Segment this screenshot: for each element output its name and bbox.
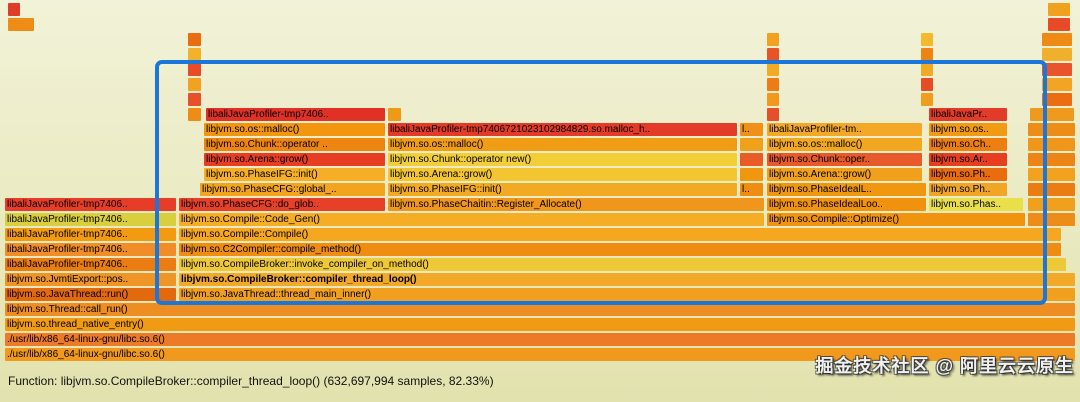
flame-frame[interactable] <box>767 48 779 61</box>
flame-frame[interactable]: libjvm.so.os::malloc() <box>767 138 922 151</box>
flame-frame[interactable]: libaliJavaProfiler-tmp7406.. <box>5 198 176 211</box>
flame-frame[interactable] <box>188 93 201 106</box>
flame-frame[interactable]: libjvm.so.Compile::Optimize() <box>767 213 1025 226</box>
flame-frame[interactable] <box>1028 198 1075 211</box>
flame-frame[interactable]: libaliJavaProfiler-tm.. <box>767 123 922 136</box>
flame-frame[interactable]: libjvm.so.os.. <box>929 123 1007 136</box>
flame-frame[interactable]: libjvm.so.Ph.. <box>929 168 1007 181</box>
flame-frame[interactable] <box>921 93 933 106</box>
flame-frame[interactable] <box>767 33 779 46</box>
flame-frame[interactable]: l.. <box>740 123 763 136</box>
flame-frame[interactable]: l.. <box>740 183 763 196</box>
flame-frame[interactable]: libjvm.so.CompileBroker::compiler_thread… <box>179 273 1075 286</box>
flame-frame[interactable] <box>921 33 933 46</box>
flame-frame[interactable] <box>8 3 20 16</box>
flame-frame[interactable] <box>921 48 933 61</box>
flame-frame[interactable] <box>1042 48 1072 61</box>
flame-frame[interactable] <box>1048 18 1070 31</box>
flame-frame[interactable] <box>1048 3 1070 16</box>
flame-frame[interactable] <box>1042 63 1072 76</box>
flame-frame[interactable] <box>767 63 779 76</box>
flame-frame[interactable]: libjvm.so.PhaseIdealLoo.. <box>767 198 926 211</box>
flame-frame[interactable]: libjvm.so.PhaseChaitin::Register_Allocat… <box>388 198 764 211</box>
flame-frame[interactable]: libjvm.so.Ar.. <box>929 153 1007 166</box>
flame-frame[interactable]: libjvm.so.Phas.. <box>929 198 1023 211</box>
flame-frame[interactable]: libjvm.so.Arena::grow() <box>204 153 385 166</box>
flame-frame[interactable]: libjvm.so.Thread::call_run() <box>5 303 1075 316</box>
flame-frame[interactable] <box>767 93 779 106</box>
flame-frame[interactable] <box>388 108 401 121</box>
flame-frame[interactable]: libaliJavaProfiler-tmp7406.. <box>5 258 176 271</box>
flame-frame[interactable] <box>1030 108 1074 121</box>
flame-frame[interactable]: libjvm.so.thread_native_entry() <box>5 318 1075 331</box>
flame-frame[interactable] <box>740 168 763 181</box>
flame-frame[interactable]: libjvm.so.Compile::Code_Gen() <box>179 213 764 226</box>
flame-frame[interactable] <box>1028 138 1075 151</box>
status-bar: Function: libjvm.so.CompileBroker::compi… <box>8 374 494 388</box>
flame-frame[interactable] <box>1042 33 1072 46</box>
flame-frame[interactable] <box>767 108 779 121</box>
flame-frame[interactable]: libjvm.so.Chunk::operator new() <box>388 153 737 166</box>
flame-frame[interactable] <box>1028 123 1075 136</box>
flame-frame[interactable]: libjvm.so.PhaseIFG::init() <box>388 183 737 196</box>
flame-frame[interactable]: libjvm.so.Chunk::oper.. <box>767 153 922 166</box>
flame-frame[interactable] <box>188 108 201 121</box>
flame-frame[interactable] <box>740 138 763 151</box>
flame-frame[interactable]: libjvm.so.PhaseIFG::init() <box>204 168 385 181</box>
flame-frame[interactable]: libjvm.so.JavaThread::run() <box>5 288 176 301</box>
flame-frame[interactable]: libjvm.so.C2Compiler::compile_method() <box>179 243 1061 256</box>
flame-frame[interactable] <box>8 18 34 31</box>
flame-frame[interactable] <box>188 78 201 91</box>
watermark: 掘金技术社区 @ 阿里云云原生 <box>815 356 1074 376</box>
flame-frame[interactable]: ./usr/lib/x86_64-linux-gnu/libc.so.6() <box>5 348 1075 361</box>
flame-frame[interactable]: libaliJavaProfiler-tmp7406.. <box>206 108 385 121</box>
flame-frame[interactable]: libaliJavaProfiler-tmp7406.. <box>5 243 176 256</box>
flame-frame[interactable]: libjvm.so.JvmtiExport::pos.. <box>5 273 176 286</box>
flame-frame[interactable] <box>921 63 933 76</box>
flame-frame[interactable]: libjvm.so.Ph.. <box>929 183 1007 196</box>
flame-frame[interactable]: libaliJavaProfiler-tmp7406.. <box>5 228 176 241</box>
flame-frame[interactable] <box>188 63 201 76</box>
flame-frame[interactable]: libjvm.so.CompileBroker::invoke_compiler… <box>179 258 1066 271</box>
flame-frame[interactable]: libjvm.so.Chunk::operator .. <box>204 138 385 151</box>
flame-frame[interactable]: libaliJavaProfiler-tmp7406.. <box>5 213 176 226</box>
flame-frame[interactable] <box>188 48 201 61</box>
flame-frame[interactable] <box>740 153 763 166</box>
flame-frame[interactable] <box>1028 168 1075 181</box>
flame-frame[interactable] <box>1042 93 1072 106</box>
flame-frame[interactable]: libaliJavaProfiler-tmp740672102310298482… <box>388 123 737 136</box>
flame-frame[interactable] <box>1028 213 1075 226</box>
flame-frame[interactable]: libjvm.so.PhaseIdealL.. <box>767 183 926 196</box>
flame-frame[interactable]: libjvm.so.PhaseCFG::do_glob.. <box>179 198 385 211</box>
flame-frame[interactable]: libaliJavaPr.. <box>929 108 1007 121</box>
flame-frame[interactable]: libjvm.so.Arena::grow() <box>388 168 737 181</box>
flame-frame[interactable]: ./usr/lib/x86_64-linux-gnu/libc.so.6() <box>5 333 1075 346</box>
flame-frame[interactable] <box>921 78 933 91</box>
flame-frame[interactable]: libjvm.so.Arena::grow() <box>767 168 922 181</box>
flame-frame[interactable]: libjvm.so.Ch.. <box>929 138 1007 151</box>
flame-frame[interactable]: libjvm.so.os::malloc() <box>388 138 737 151</box>
flame-frame[interactable] <box>1028 153 1075 166</box>
flame-frame[interactable] <box>188 33 201 46</box>
flame-frame[interactable]: libjvm.so.PhaseCFG::global_.. <box>200 183 385 196</box>
flame-frame[interactable] <box>1028 183 1075 196</box>
flame-frame[interactable] <box>1042 78 1072 91</box>
flame-frame[interactable] <box>767 78 779 91</box>
flame-frame[interactable]: libjvm.so.Compile::Compile() <box>179 228 1061 241</box>
flame-frame[interactable]: libjvm.so.JavaThread::thread_main_inner(… <box>179 288 1075 301</box>
flame-frame[interactable]: libjvm.so.os::malloc() <box>204 123 385 136</box>
